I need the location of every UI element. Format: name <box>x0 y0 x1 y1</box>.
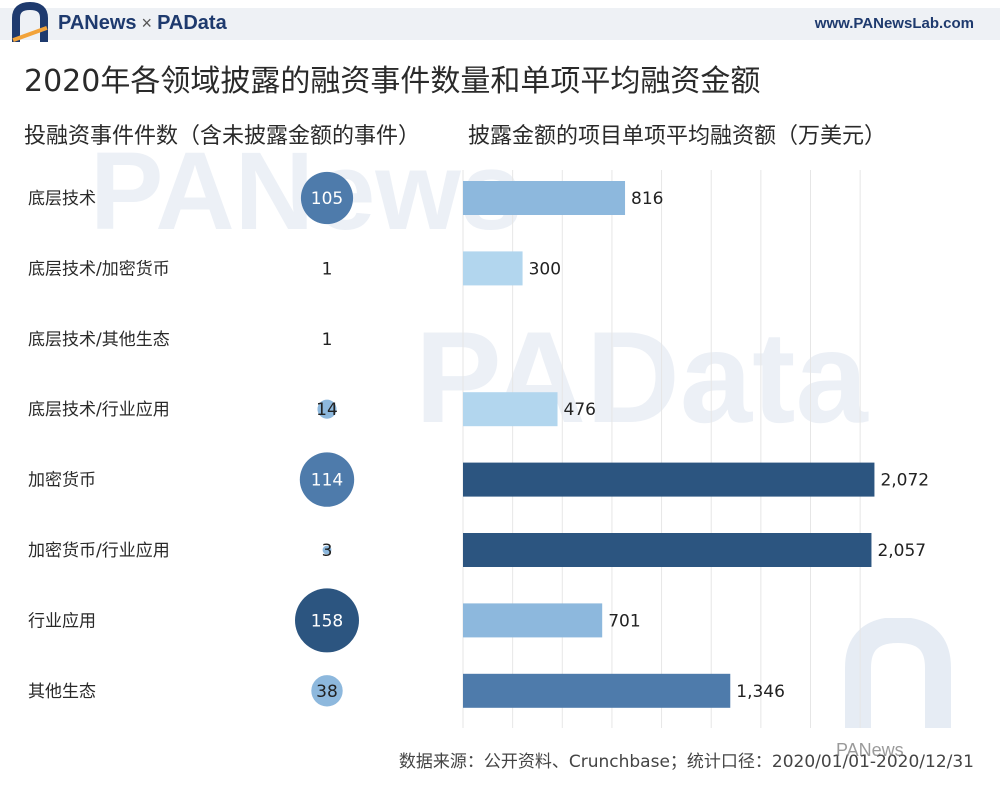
bubble-label: 105 <box>311 189 343 209</box>
bubble-label: 1 <box>322 259 333 279</box>
category-label: 底层技术 <box>28 189 96 209</box>
bar <box>463 462 875 497</box>
category-label: 加密货币/行业应用 <box>28 541 170 561</box>
bar <box>463 392 558 427</box>
category-label: 底层技术/行业应用 <box>28 400 170 420</box>
bubble <box>317 399 337 419</box>
bar <box>463 673 731 708</box>
header-strip <box>0 8 1000 40</box>
bubble-label: 1 <box>322 330 333 350</box>
category-label: 加密货币 <box>28 471 96 491</box>
category-label: 其他生态 <box>28 682 96 702</box>
bubble-label: 3 <box>322 541 333 561</box>
bar <box>463 251 523 286</box>
bubble <box>299 452 355 507</box>
brand-times: × <box>141 13 153 33</box>
bubble-label: 114 <box>311 471 343 491</box>
bar-value-label: 816 <box>631 189 663 209</box>
bubble-label: 38 <box>316 682 338 702</box>
brand-panews: PANews <box>58 12 137 34</box>
wechat-stamp: PANews <box>836 740 904 760</box>
panews-logo-icon <box>12 2 48 43</box>
category-label: 底层技术/其他生态 <box>28 330 170 350</box>
bar-value-label: 2,057 <box>877 541 926 561</box>
bar-value-label: 2,072 <box>880 471 929 491</box>
bubble-label: 14 <box>316 400 338 420</box>
bar-value-label: 300 <box>529 259 561 279</box>
bubble <box>311 675 343 707</box>
category-label: 底层技术/加密货币 <box>28 259 170 279</box>
brand-padata: PAData <box>157 12 227 34</box>
bubble <box>300 171 354 225</box>
bar <box>463 181 626 215</box>
subtitle-right: 披露金额的项目单项平均融资额（万美元） <box>468 124 887 149</box>
bar <box>463 603 603 638</box>
bar-value-label: 1,346 <box>736 682 785 702</box>
site-url: www.PANewsLab.com <box>814 15 974 32</box>
bubble <box>295 588 359 653</box>
bubble <box>322 545 332 555</box>
category-label: 行业应用 <box>28 611 96 631</box>
header-bar: PANews × PAData www.PANewsLab.com <box>0 0 1000 48</box>
bar <box>463 533 872 567</box>
bar-value-label: 701 <box>608 611 640 631</box>
bubble-label: 158 <box>311 611 343 631</box>
bar-value-label: 476 <box>564 400 596 420</box>
brand-text: PANews × PAData <box>58 12 227 35</box>
source-footer: 数据来源：公开资料、Crunchbase；统计口径：2020/01/01-202… <box>398 752 974 772</box>
chart-title: 2020年各领域披露的融资事件数量和单项平均融资金额 <box>24 64 761 99</box>
subtitle-left: 投融资事件件数（含未披露金额的事件） <box>24 124 421 149</box>
